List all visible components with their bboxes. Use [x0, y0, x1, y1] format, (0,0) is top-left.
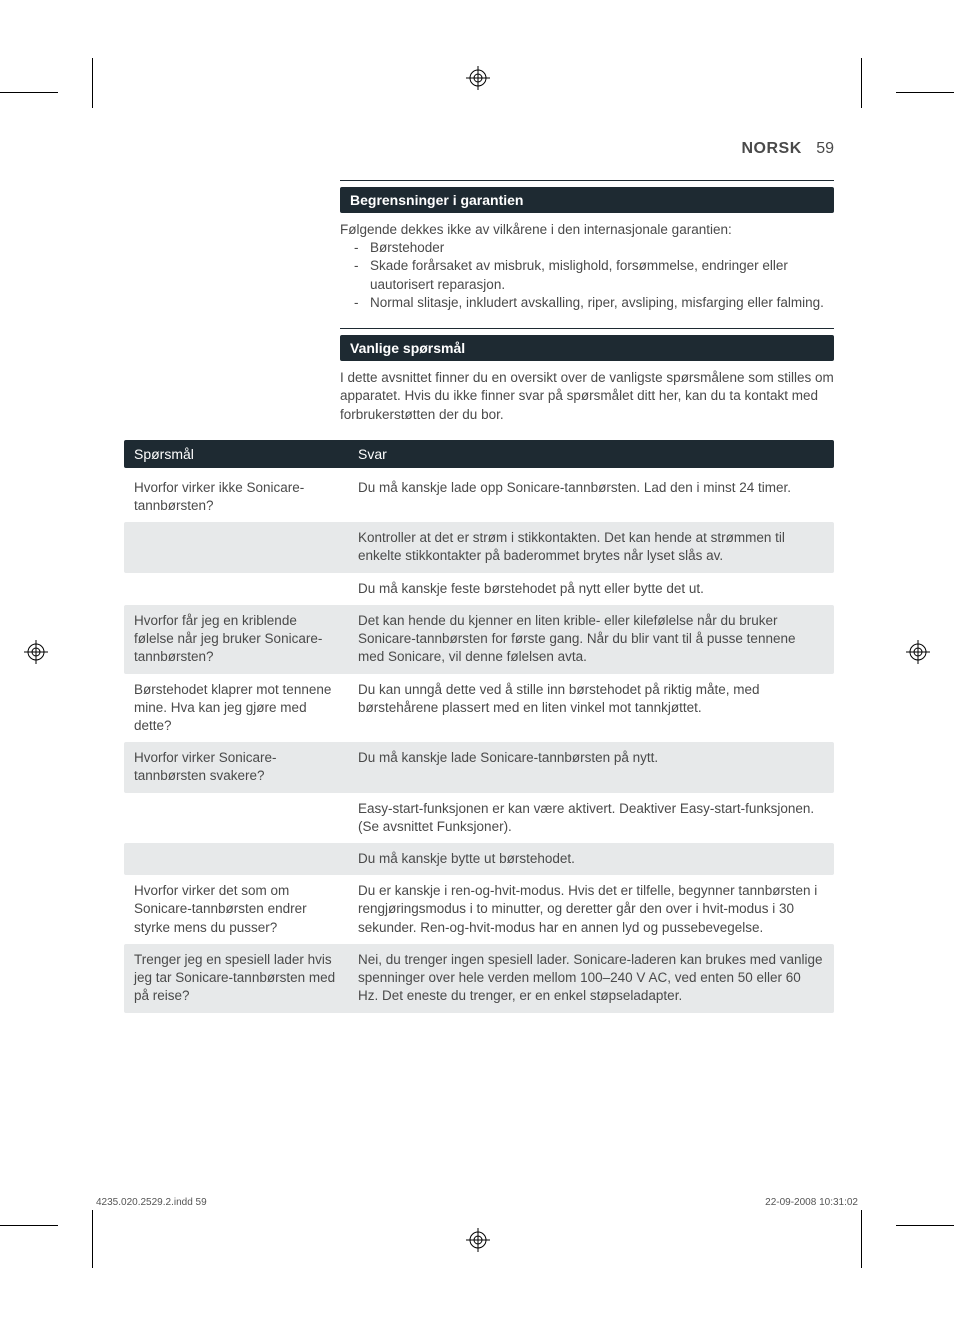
language-label: NORSK — [741, 140, 801, 157]
footer-file: 4235.020.2529.2.indd 59 — [96, 1197, 207, 1208]
faq-section-title: Vanlige spørsmål — [340, 335, 834, 361]
qa-answer: Det kan hende du kjenner en liten krible… — [348, 612, 834, 667]
qa-answer: Du må kanskje bytte ut børstehodet. — [348, 850, 834, 868]
page-content: NORSK 59 Begrensninger i garantien Følge… — [92, 92, 862, 1226]
divider — [340, 180, 834, 181]
qa-question: Hvorfor virker det som om Sonicare-tannb… — [124, 882, 348, 937]
registration-mark-icon — [24, 640, 48, 664]
page-footer: 4235.020.2529.2.indd 59 22-09-2008 10:31… — [92, 1197, 862, 1208]
qa-answer: Nei, du trenger ingen spesiell lader. So… — [348, 951, 834, 1006]
warranty-item: Normal slitasje, inkludert avskalling, r… — [340, 294, 834, 312]
warranty-intro: Følgende dekkes ikke av vilkårene i den … — [340, 221, 834, 239]
crop-mark — [896, 92, 954, 93]
qa-header-question: Spørsmål — [124, 440, 348, 468]
qa-answer: Easy-start-funksjonen er kan være aktive… — [348, 800, 834, 836]
qa-header-answer: Svar — [348, 440, 834, 468]
qa-answer: Du kan unngå dette ved å stille inn børs… — [348, 681, 834, 736]
qa-answer: Kontroller at det er strøm i stikkontakt… — [348, 529, 834, 565]
qa-answer: Du er kanskje i ren-og-hvit-modus. Hvis … — [348, 882, 834, 937]
warranty-section-body: Følgende dekkes ikke av vilkårene i den … — [340, 221, 834, 312]
qa-question — [124, 529, 348, 565]
crop-mark — [0, 92, 58, 93]
registration-mark-icon — [466, 1228, 490, 1252]
qa-answer: Du må kanskje lade opp Sonicare-tannbørs… — [348, 479, 834, 515]
crop-mark — [0, 1225, 58, 1226]
qa-row: Easy-start-funksjonen er kan være aktive… — [124, 793, 834, 843]
qa-row: Hvorfor får jeg en kriblende følelse når… — [124, 605, 834, 674]
qa-table-body: Hvorfor virker ikke Sonicare-tannbørsten… — [124, 472, 834, 1013]
qa-row: Kontroller at det er strøm i stikkontakt… — [124, 522, 834, 572]
page-header: NORSK 59 — [124, 140, 834, 158]
qa-question: Børstehodet klaprer mot tennene mine. Hv… — [124, 681, 348, 736]
qa-table-header: Spørsmål Svar — [124, 440, 834, 468]
qa-question — [124, 580, 348, 598]
qa-question: Hvorfor får jeg en kriblende følelse når… — [124, 612, 348, 667]
crop-mark — [896, 1225, 954, 1226]
divider — [340, 328, 834, 329]
qa-question: Trenger jeg en spesiell lader hvis jeg t… — [124, 951, 348, 1006]
qa-row: Hvorfor virker det som om Sonicare-tannb… — [124, 875, 834, 944]
qa-row: Trenger jeg en spesiell lader hvis jeg t… — [124, 944, 834, 1013]
qa-row: Hvorfor virker Sonicare-tannbørsten svak… — [124, 742, 834, 792]
warranty-item: Børstehoder — [340, 239, 834, 257]
qa-row: Du må kanskje bytte ut børstehodet. — [124, 843, 834, 875]
page-number: 59 — [816, 140, 834, 157]
footer-timestamp: 22-09-2008 10:31:02 — [765, 1197, 858, 1208]
qa-row: Børstehodet klaprer mot tennene mine. Hv… — [124, 674, 834, 743]
qa-question — [124, 850, 348, 868]
registration-mark-icon — [906, 640, 930, 664]
qa-question: Hvorfor virker Sonicare-tannbørsten svak… — [124, 749, 348, 785]
qa-question — [124, 800, 348, 836]
warranty-list: Børstehoder Skade forårsaket av misbruk,… — [340, 239, 834, 312]
qa-row: Du må kanskje feste børstehodet på nytt … — [124, 573, 834, 605]
registration-mark-icon — [466, 66, 490, 90]
qa-answer: Du må kanskje lade Sonicare-tannbørsten … — [348, 749, 834, 785]
qa-answer: Du må kanskje feste børstehodet på nytt … — [348, 580, 834, 598]
warranty-item: Skade forårsaket av misbruk, mislighold,… — [340, 257, 834, 293]
warranty-section-title: Begrensninger i garantien — [340, 187, 834, 213]
qa-row: Hvorfor virker ikke Sonicare-tannbørsten… — [124, 472, 834, 522]
qa-question: Hvorfor virker ikke Sonicare-tannbørsten… — [124, 479, 348, 515]
faq-intro: I dette avsnittet finner du en oversikt … — [340, 369, 834, 424]
